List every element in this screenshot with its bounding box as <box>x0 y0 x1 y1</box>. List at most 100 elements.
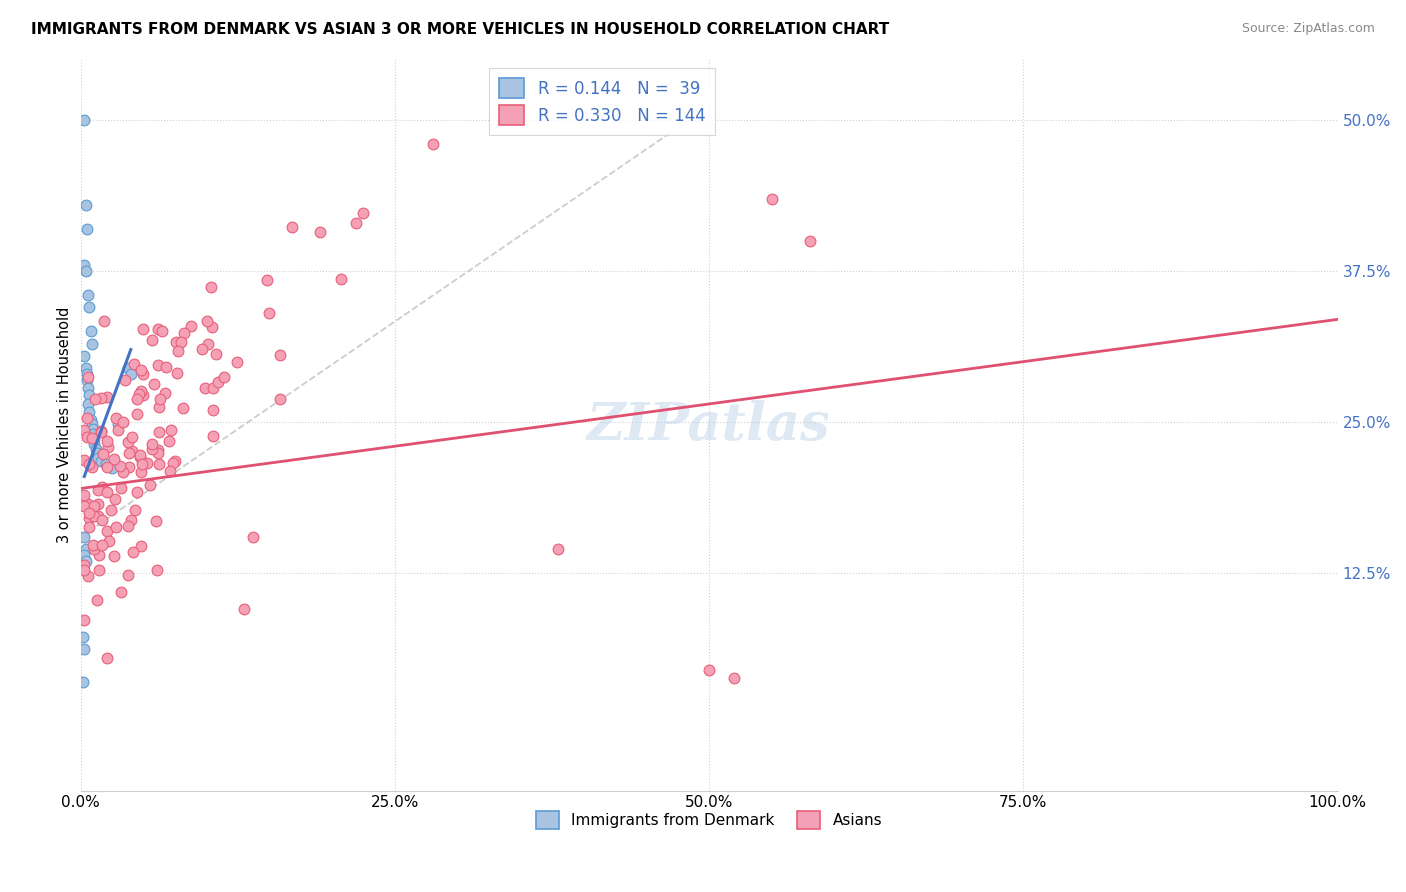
Point <box>120 513 142 527</box>
Point <box>148 458 170 472</box>
Point <box>122 357 145 371</box>
Point <box>79 520 101 534</box>
Point <box>90 538 112 552</box>
Point <box>205 347 228 361</box>
Point <box>166 366 188 380</box>
Point <box>173 326 195 341</box>
Point <box>352 206 374 220</box>
Point <box>141 333 163 347</box>
Legend: Immigrants from Denmark, Asians: Immigrants from Denmark, Asians <box>530 805 889 836</box>
Point <box>80 417 103 432</box>
Point <box>191 342 214 356</box>
Point <box>117 360 139 375</box>
Point <box>100 503 122 517</box>
Point <box>96 650 118 665</box>
Point <box>77 381 100 395</box>
Point <box>79 325 101 339</box>
Point <box>107 423 129 437</box>
Point <box>77 511 100 525</box>
Point <box>83 509 105 524</box>
Point <box>77 497 100 511</box>
Point <box>76 430 98 444</box>
Point <box>73 453 96 467</box>
Point <box>159 464 181 478</box>
Point <box>73 530 96 544</box>
Point <box>117 519 139 533</box>
Point <box>75 197 97 211</box>
Point <box>103 451 125 466</box>
Point <box>132 368 155 382</box>
Point <box>131 457 153 471</box>
Text: Source: ZipAtlas.com: Source: ZipAtlas.com <box>1241 22 1375 36</box>
Point <box>86 446 108 460</box>
Point <box>86 593 108 607</box>
Point <box>172 401 194 416</box>
Point <box>166 343 188 358</box>
Point <box>165 454 187 468</box>
Point <box>79 300 101 314</box>
Point <box>146 359 169 373</box>
Y-axis label: 3 or more Vehicles in Household: 3 or more Vehicles in Household <box>58 307 72 543</box>
Point <box>84 392 107 407</box>
Point <box>77 288 100 302</box>
Point <box>77 369 100 384</box>
Point <box>73 113 96 128</box>
Point <box>76 373 98 387</box>
Point <box>142 376 165 391</box>
Point <box>87 451 110 466</box>
Point <box>139 478 162 492</box>
Point <box>90 454 112 468</box>
Point <box>117 435 139 450</box>
Point <box>148 425 170 439</box>
Point <box>96 460 118 475</box>
Point <box>77 457 100 471</box>
Point <box>547 541 569 556</box>
Point <box>761 192 783 206</box>
Point <box>125 407 148 421</box>
Point <box>75 541 97 556</box>
Point <box>329 271 352 285</box>
Point <box>145 514 167 528</box>
Point <box>146 563 169 577</box>
Point <box>79 405 101 419</box>
Point <box>201 402 224 417</box>
Point <box>73 488 96 502</box>
Point <box>226 354 249 368</box>
Point <box>75 360 97 375</box>
Point <box>120 367 142 381</box>
Point <box>76 410 98 425</box>
Point <box>97 440 120 454</box>
Point <box>723 671 745 685</box>
Point <box>141 442 163 456</box>
Point <box>129 384 152 399</box>
Point <box>96 524 118 538</box>
Point <box>103 549 125 563</box>
Point <box>97 534 120 549</box>
Point <box>422 137 444 152</box>
Point <box>91 447 114 461</box>
Point <box>153 385 176 400</box>
Point <box>72 674 94 689</box>
Point <box>82 460 104 475</box>
Point <box>162 456 184 470</box>
Point <box>194 381 217 395</box>
Point <box>214 370 236 384</box>
Point <box>112 465 135 479</box>
Point <box>84 442 107 456</box>
Point <box>83 542 105 557</box>
Point <box>157 434 180 448</box>
Point <box>90 392 112 406</box>
Point <box>77 397 100 411</box>
Point <box>73 258 96 272</box>
Point <box>73 423 96 437</box>
Point <box>105 520 128 534</box>
Point <box>118 460 141 475</box>
Point <box>256 273 278 287</box>
Point <box>73 563 96 577</box>
Point <box>89 425 111 439</box>
Point <box>344 216 367 230</box>
Point <box>76 367 98 381</box>
Point <box>132 388 155 402</box>
Point <box>104 492 127 507</box>
Point <box>79 412 101 426</box>
